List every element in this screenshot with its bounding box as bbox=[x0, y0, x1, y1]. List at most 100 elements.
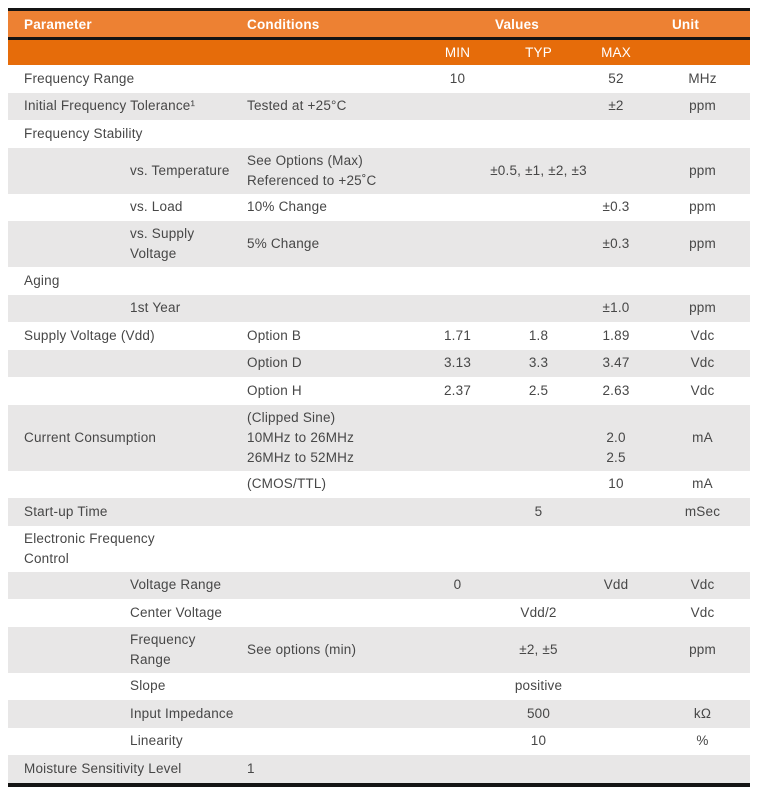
cell-typ bbox=[500, 270, 577, 292]
cell-parameter: vs. Supply Voltage bbox=[130, 226, 195, 261]
cell-max bbox=[577, 501, 655, 523]
cell-min bbox=[415, 758, 500, 780]
header-values: Values bbox=[495, 16, 539, 32]
cell-min bbox=[415, 298, 500, 320]
cell-conditions: Option H bbox=[247, 382, 302, 398]
cell-unit: % bbox=[696, 733, 709, 749]
cell-max bbox=[577, 758, 655, 780]
cell-parameter: Frequency Stability bbox=[24, 125, 143, 141]
cell-parameter: Electronic Frequency Control bbox=[24, 530, 155, 566]
cell-max bbox=[577, 731, 655, 753]
cell-conditions: Tested at +25°C bbox=[247, 98, 347, 114]
cell-max: ±2 bbox=[608, 98, 624, 114]
cell-min: 1.71 bbox=[443, 327, 472, 343]
cell-typ bbox=[500, 529, 577, 569]
cell-conditions: Option D bbox=[247, 355, 302, 371]
cell-min bbox=[415, 676, 500, 698]
cell-max bbox=[577, 703, 655, 725]
cell-min bbox=[415, 602, 500, 624]
cell-unit: ppm bbox=[689, 98, 716, 114]
page: Parameter Conditions Values Unit MIN TYP… bbox=[8, 8, 750, 787]
cell-typ bbox=[500, 758, 577, 780]
cell-parameter: Moisture Sensitivity Level bbox=[24, 760, 182, 776]
cell-typ: 1.8 bbox=[528, 327, 549, 343]
cell-unit bbox=[655, 758, 750, 780]
table-row: vs. Temperature See Options (Max) Referen… bbox=[8, 147, 750, 194]
cell-max: ±0.3 bbox=[602, 236, 630, 251]
table-row: vs. Load 10% Change ±0.3 ppm bbox=[8, 194, 750, 222]
cell-typ: 5 bbox=[534, 503, 543, 519]
cell-unit bbox=[655, 676, 750, 698]
cell-unit bbox=[655, 270, 750, 292]
cell-typ bbox=[500, 575, 577, 597]
cell-parameter: Frequency Range bbox=[130, 631, 196, 667]
cell-parameter: Input Impedance bbox=[130, 705, 234, 721]
cell-unit: ppm bbox=[689, 236, 716, 251]
cell-unit: Vdc bbox=[690, 382, 715, 398]
cell-parameter: Aging bbox=[24, 272, 60, 288]
cell-min bbox=[415, 197, 500, 219]
table-row: Voltage Range 0 Vdd Vdc bbox=[8, 571, 750, 599]
cell-unit: Vdc bbox=[690, 604, 715, 620]
cell-min bbox=[415, 151, 500, 191]
cell-max: ±1.0 bbox=[602, 300, 630, 316]
cell-min bbox=[415, 96, 500, 118]
cell-min: 3.13 bbox=[443, 355, 472, 371]
header-typ: TYP bbox=[525, 45, 552, 60]
cell-unit: Vdc bbox=[690, 577, 715, 593]
cell-min bbox=[415, 630, 500, 670]
cell-unit bbox=[655, 123, 750, 145]
table-row: Option D 3.13 3.3 3.47 Vdc bbox=[8, 349, 750, 377]
header-max: MAX bbox=[601, 45, 631, 60]
cell-min bbox=[415, 270, 500, 292]
cell-typ: 500 bbox=[526, 705, 551, 721]
table-row: Center Voltage Vdd/2 Vdc bbox=[8, 599, 750, 627]
header-parameter: Parameter bbox=[24, 16, 92, 32]
cell-typ bbox=[500, 96, 577, 118]
spec-table: Parameter Conditions Values Unit MIN TYP… bbox=[8, 8, 750, 787]
cell-typ: 3.3 bbox=[528, 355, 549, 371]
cell-parameter: Initial Frequency Tolerance¹ bbox=[24, 98, 196, 114]
cell-parameter: Voltage Range bbox=[130, 577, 222, 593]
cell-conditions: See Options (Max) Referenced to +25˚C bbox=[247, 152, 377, 188]
cell-unit: mA bbox=[692, 476, 713, 492]
cell-unit: mSec bbox=[684, 503, 721, 519]
cell-parameter: Current Consumption bbox=[24, 429, 157, 445]
cell-parameter: vs. Temperature bbox=[130, 162, 230, 178]
table-subheader-row: MIN TYP MAX bbox=[8, 40, 750, 65]
cell-parameter: Frequency Range bbox=[24, 70, 135, 86]
cell-max: 1.89 bbox=[602, 327, 630, 343]
cell-min bbox=[415, 529, 500, 569]
cell-typ bbox=[500, 408, 577, 468]
cell-unit bbox=[655, 529, 750, 569]
cell-unit: Vdc bbox=[690, 327, 715, 343]
table-row: Moisture Sensitivity Level 1 bbox=[8, 755, 750, 783]
cell-typ bbox=[500, 68, 577, 90]
cell-typ: Vdd/2 bbox=[520, 604, 557, 620]
cell-max: 52 bbox=[608, 70, 624, 86]
cell-min bbox=[415, 474, 500, 496]
cell-min: 2.37 bbox=[443, 382, 472, 398]
cell-max: ±0.3 bbox=[602, 199, 630, 215]
cell-unit: Vdc bbox=[690, 355, 715, 371]
cell-conditions: See options (min) bbox=[247, 641, 357, 657]
cell-parameter: Linearity bbox=[130, 733, 183, 749]
cell-unit: ppm bbox=[689, 641, 716, 657]
table-row: Option H 2.37 2.5 2.63 Vdc bbox=[8, 377, 750, 405]
cell-max: 3.47 bbox=[602, 355, 630, 371]
table-row: Aging bbox=[8, 267, 750, 295]
table-row: Slope positive bbox=[8, 673, 750, 701]
cell-max: 2.0 2.5 bbox=[606, 429, 626, 465]
cell-parameter: Center Voltage bbox=[130, 604, 223, 620]
cell-conditions: (Clipped Sine) 10MHz to 26MHz 26MHz to 5… bbox=[247, 409, 355, 465]
cell-max bbox=[577, 151, 655, 191]
cell-parameter: 1st Year bbox=[130, 300, 181, 316]
cell-min bbox=[415, 123, 500, 145]
table-header-row: Parameter Conditions Values Unit bbox=[8, 11, 750, 40]
cell-unit: mA bbox=[692, 429, 713, 445]
header-conditions: Conditions bbox=[247, 16, 320, 32]
cell-typ: ±0.5, ±1, ±2, ±3 bbox=[490, 162, 587, 178]
header-unit: Unit bbox=[671, 16, 700, 32]
cell-max bbox=[577, 270, 655, 292]
table-row: 1st Year ±1.0 ppm bbox=[8, 294, 750, 322]
